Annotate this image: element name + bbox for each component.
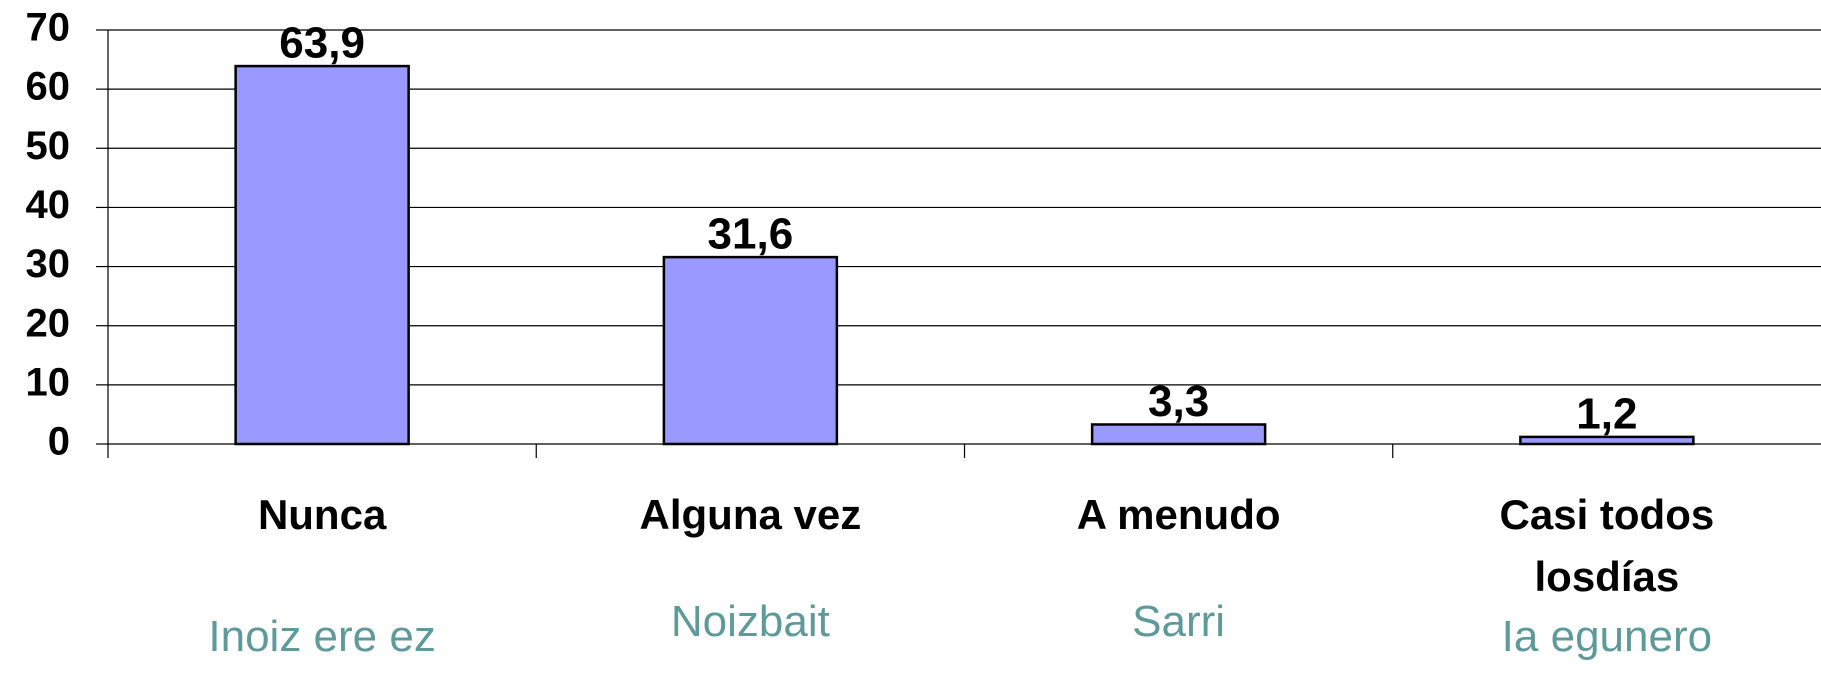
y-tick-label: 50: [26, 124, 71, 168]
bar: [662, 255, 839, 446]
y-tick-label: 20: [26, 301, 71, 345]
y-tick-label: 30: [26, 242, 71, 286]
x-tick-label: Alguna vez: [639, 491, 862, 538]
y-tick-label: 10: [26, 360, 71, 404]
y-tick-label: 60: [26, 65, 71, 109]
x-tick-label: Nunca: [257, 491, 387, 538]
bar: [234, 64, 410, 446]
secondary-label: Noizbait: [670, 597, 830, 646]
value-label: 63,9: [279, 19, 365, 68]
x-tick-label: Casi todos losdías: [1499, 491, 1715, 600]
y-tick-label: 70: [26, 6, 71, 50]
value-label: 31,6: [708, 210, 794, 259]
value-label: 3,3: [1148, 377, 1209, 426]
secondary-label: Sarri: [1132, 597, 1226, 646]
x-tick-label: A menudo: [1076, 491, 1281, 538]
y-tick-label: 40: [26, 183, 71, 227]
secondary-label: Inoiz ere ez: [208, 612, 436, 661]
y-tick-label: 0: [48, 420, 70, 464]
value-label: 1,2: [1576, 390, 1637, 439]
secondary-label: Ia egunero: [1501, 612, 1713, 661]
bar: [1519, 435, 1695, 446]
bar: [1090, 423, 1267, 446]
